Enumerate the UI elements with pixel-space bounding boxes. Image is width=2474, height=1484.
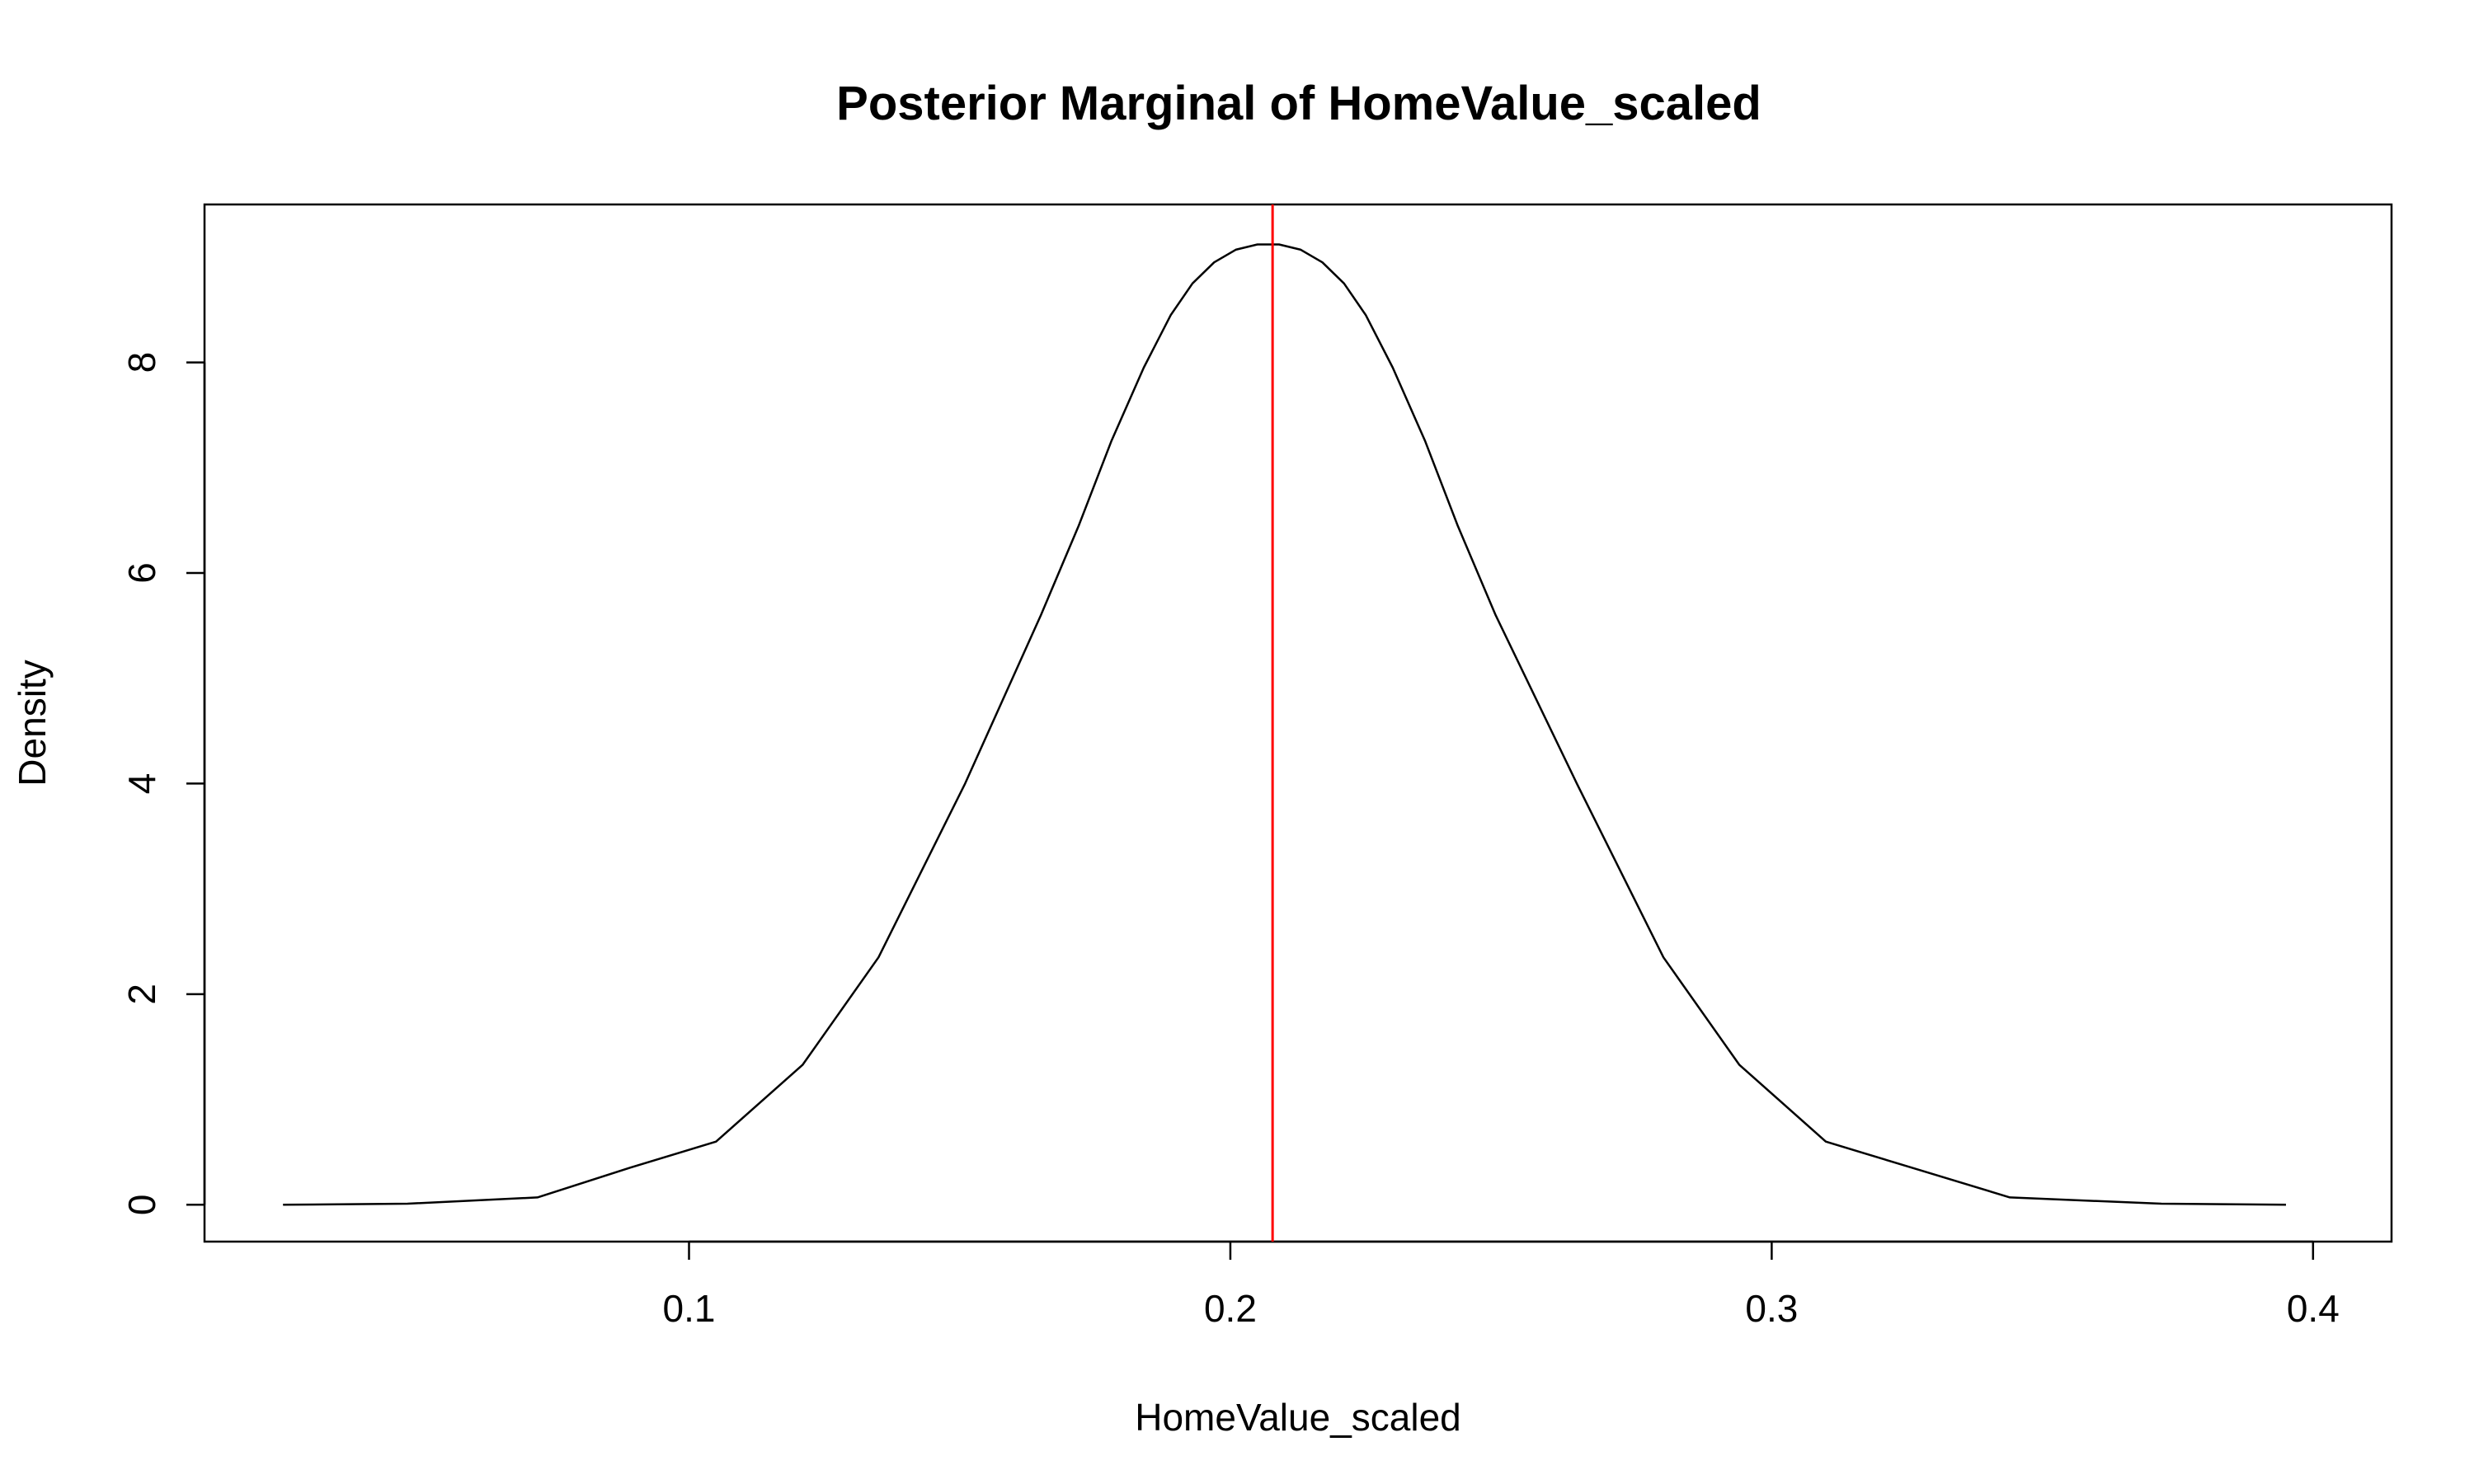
plot-area	[283, 204, 2287, 1242]
y-axis-label: Density	[11, 660, 54, 786]
y-tick-label: 4	[120, 773, 163, 795]
plot-title: Posterior Marginal of HomeValue_scaled	[836, 77, 1761, 130]
y-tick-label: 0	[120, 1195, 163, 1216]
y-tick-label: 2	[120, 984, 163, 1005]
plot-frame	[203, 203, 2393, 1243]
x-axis-label: HomeValue_scaled	[1135, 1396, 1461, 1439]
y-axis: 0 2 4 6 8	[120, 352, 206, 1216]
x-axis: 0.1 0.2 0.3 0.4	[663, 1240, 2340, 1330]
y-tick-label: 8	[120, 352, 163, 373]
x-tick-label: 0.4	[2287, 1287, 2340, 1330]
x-tick-label: 0.1	[663, 1287, 716, 1330]
x-tick-label: 0.2	[1204, 1287, 1257, 1330]
density-curve	[283, 243, 2287, 1206]
y-tick-label: 6	[120, 562, 163, 584]
x-tick-label: 0.3	[1745, 1287, 1798, 1330]
